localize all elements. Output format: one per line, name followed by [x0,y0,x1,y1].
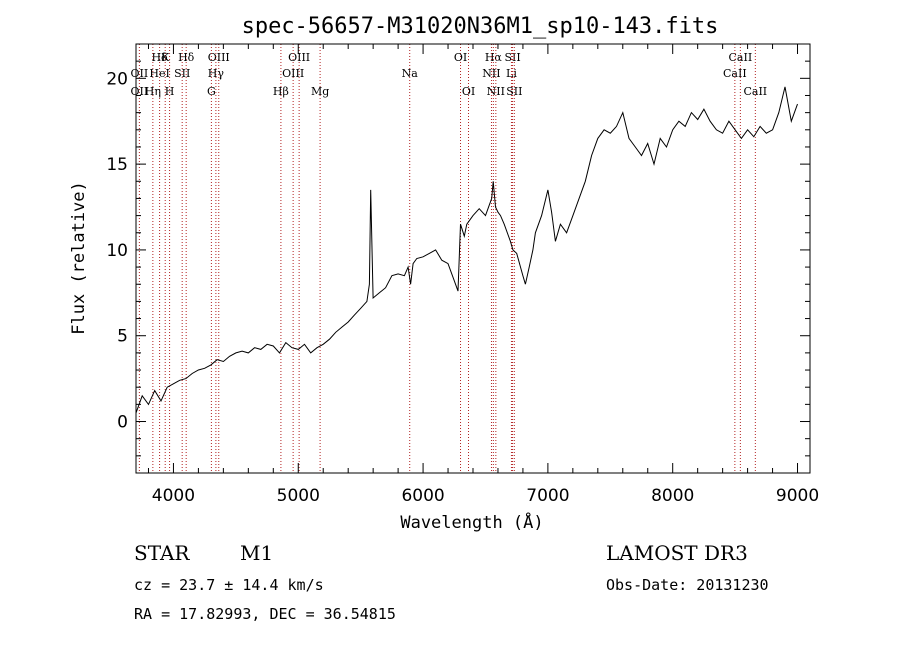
spectral-line-label: H [165,85,175,98]
spectral-line-label: Hη [145,85,161,98]
x-tick-label: 4000 [152,486,195,506]
spectral-line-label: OIII [208,51,230,64]
spectral-line-label: Hα [485,51,503,64]
x-tick-label: 7000 [526,486,569,506]
spectral-line-label: K [161,51,170,64]
spectral-line-label: SII [504,51,520,64]
x-axis-label: Wavelength (Å) [400,511,543,533]
spectral-line-label: Hδ [178,51,195,64]
spectral-line-label: OI [454,51,467,64]
x-tick-label: 6000 [401,486,444,506]
spectrum-series-line [135,86,798,414]
spectral-line-label: NII [487,85,505,98]
chart-title: spec-56657-M31020N36M1_sp10-143.fits [242,14,719,39]
y-tick-label: 10 [106,241,128,261]
y-tick-label: 0 [117,413,128,433]
y-tick-label: 15 [106,155,128,175]
spectral-line-label: CaII [743,85,767,98]
spectral-line-label: Hγ [208,67,225,80]
spectral-line-label: NII [482,67,500,80]
spectral-line-label: G [207,85,216,98]
object-class: STAR [134,541,190,565]
spectral-line-label: CaII [729,51,753,64]
spectral-line-label: Hβ [273,85,289,98]
spectral-line-label: Mg [311,85,329,98]
y-axis-ticks: 0 5 10 15 20 [106,60,810,457]
object-subclass: M1 [240,541,273,565]
x-axis-ticks: 4000 5000 6000 7000 8000 9000 [147,44,819,506]
ra-dec-coords: RA = 17.82993, DEC = 36.54815 [134,605,396,623]
cz-value: cz = 23.7 ± 14.4 km/s [134,576,324,594]
x-tick-label: 9000 [776,486,819,506]
spectral-line-label: Li [506,67,517,80]
y-tick-label: 20 [106,69,128,89]
spectral-line-label: SII [506,85,522,98]
y-tick-label: 5 [117,327,128,347]
spectral-line-label: CaII [723,67,747,80]
observation-date: Obs-Date: 20131230 [606,576,769,594]
y-axis-label: Flux (relative) [69,181,89,335]
x-tick-label: 5000 [277,486,320,506]
survey-name: LAMOST DR3 [606,541,748,565]
spectral-line-label: Hδ [151,51,168,64]
spectral-line-label: SII [174,67,190,80]
plot-frame [135,43,811,474]
spectral-line-label: OIII [288,51,310,64]
spectral-line-label: OI [462,85,475,98]
spectral-line-label: OIII [282,67,304,80]
spectral-line-label: OII [131,67,149,80]
x-tick-label: 8000 [651,486,694,506]
spectral-line-label: HeI [149,67,169,80]
spectral-line-label: Na [402,67,419,80]
spectral-line-label: OII [131,85,149,98]
